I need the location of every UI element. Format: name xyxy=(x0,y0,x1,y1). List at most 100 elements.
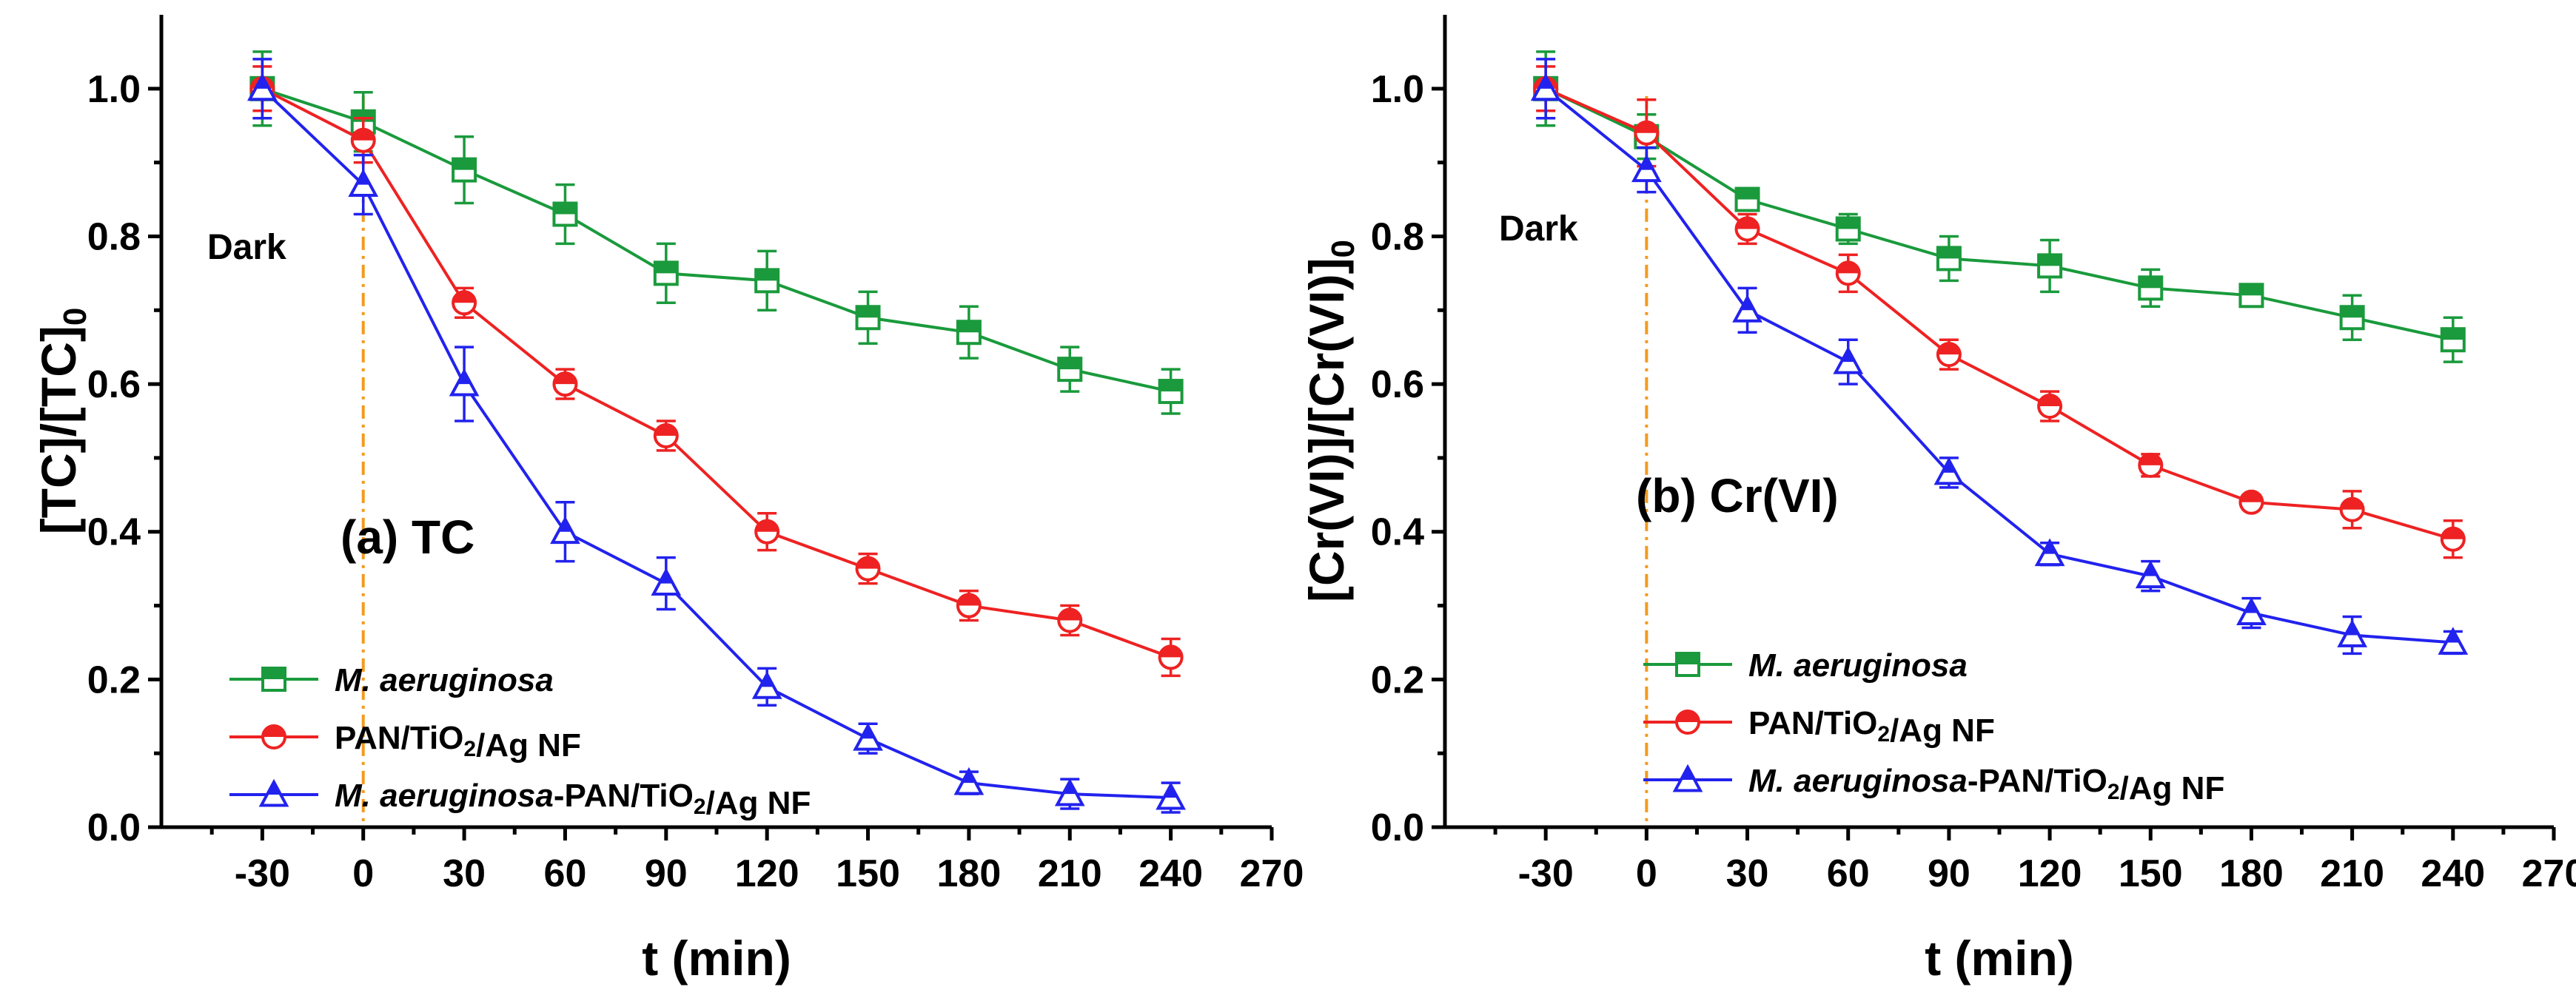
data-point-fill xyxy=(2441,528,2464,539)
dark-label: Dark xyxy=(1499,209,1578,249)
data-point-fill xyxy=(453,292,476,303)
data-point-fill xyxy=(1640,157,1653,170)
x-tick-label: 120 xyxy=(735,852,799,895)
legend-label: M. aeruginosa xyxy=(335,662,554,698)
data-point-fill xyxy=(2043,541,2056,554)
data-point-fill xyxy=(1059,358,1081,370)
legend-label-part: PAN/TiO xyxy=(1748,705,1877,741)
series-triangle xyxy=(247,58,1186,814)
data-point-fill xyxy=(957,321,980,333)
data-point-fill xyxy=(554,373,577,385)
data-point-fill xyxy=(2346,622,2359,636)
y-tick-label: 0.0 xyxy=(1371,806,1424,849)
data-point-fill xyxy=(1164,785,1178,798)
series-circle xyxy=(249,65,1184,678)
data-point-fill xyxy=(1635,121,1658,133)
legend-label-part: M. aeruginosa xyxy=(1748,647,1968,684)
legend-label-part: 2 xyxy=(2107,780,2120,804)
legend-label-part: PAN/TiO xyxy=(335,720,463,756)
data-point-fill xyxy=(2039,255,2062,266)
legend-marker-fill xyxy=(1677,711,1699,722)
data-point-fill xyxy=(1736,218,1759,229)
x-tick-label: 120 xyxy=(2018,852,2082,895)
series-square xyxy=(249,50,1184,415)
series-line xyxy=(261,87,1172,659)
x-tick-label: 270 xyxy=(1240,852,1304,895)
y-tick-label: 0.6 xyxy=(1371,363,1424,406)
data-point-fill xyxy=(2139,454,2162,465)
data-point-fill xyxy=(2240,491,2263,502)
data-point-fill xyxy=(1059,609,1081,621)
data-point-fill xyxy=(1159,380,1182,392)
data-point-fill xyxy=(957,594,980,606)
y-tick-label: 1.0 xyxy=(87,68,141,111)
data-point-fill xyxy=(1842,349,1855,363)
x-tick-label: -30 xyxy=(1518,852,1574,895)
data-point-fill xyxy=(756,269,779,281)
data-point-fill xyxy=(2144,563,2157,576)
data-point-fill xyxy=(654,424,677,436)
data-point-fill xyxy=(2039,395,2062,407)
data-point-fill xyxy=(1063,781,1076,795)
x-tick-label: 60 xyxy=(1827,852,1870,895)
data-point-fill xyxy=(2341,306,2364,318)
legend-label: M. aeruginosa-PAN/TiO2/Ag NF xyxy=(335,778,811,821)
y-tick-label: 0.4 xyxy=(87,511,141,554)
y-tick-label: 0.6 xyxy=(87,363,141,406)
x-tick-label: 60 xyxy=(544,852,587,895)
x-tick-label: 180 xyxy=(2219,852,2284,895)
legend-label-part: -PAN/TiO xyxy=(554,778,694,814)
legend-label-part: M. aeruginosa xyxy=(335,778,554,814)
x-tick-label: 150 xyxy=(836,852,900,895)
legend-label-part: /Ag NF xyxy=(2120,770,2225,806)
data-point-fill xyxy=(457,371,471,385)
data-point-fill xyxy=(1736,188,1759,200)
chart-panel-tc: 0.0 0.2 0.4 0.6 0.8 1.0 -30 0 30 60 90 120 150 180 210… xyxy=(31,15,1304,986)
legend-label: PAN/TiO2/Ag NF xyxy=(335,720,581,764)
data-point-fill xyxy=(1937,247,1960,259)
data-point-fill xyxy=(2139,277,2162,289)
x-tick-label: 180 xyxy=(937,852,1002,895)
legend-label-part: 2 xyxy=(694,795,706,819)
y-tick-label: 0.0 xyxy=(87,806,141,849)
panel-title: (a) TC xyxy=(341,511,474,564)
data-point-fill xyxy=(756,520,779,532)
data-point-fill xyxy=(558,519,571,532)
data-point-fill xyxy=(962,770,976,784)
data-point-fill xyxy=(654,262,677,274)
data-point-fill xyxy=(1159,646,1182,658)
data-point-fill xyxy=(856,306,879,318)
data-point-fill xyxy=(1539,75,1552,89)
x-axis-title: t (min) xyxy=(642,931,791,986)
y-tick-label: 0.2 xyxy=(87,658,141,701)
data-point-fill xyxy=(2446,630,2460,643)
data-point-fill xyxy=(1741,297,1754,311)
legend-label: PAN/TiO2/Ag NF xyxy=(1748,705,1995,749)
data-point-fill xyxy=(255,75,269,89)
y-axis-title: [Cr(VI)]/[Cr(VI)]0 xyxy=(1299,240,1361,602)
data-point-fill xyxy=(862,726,875,739)
legend-label-part: /Ag NF xyxy=(1890,712,1995,749)
y-tick-label: 0.4 xyxy=(1371,511,1424,554)
x-tick-label: 30 xyxy=(443,852,486,895)
data-point-fill xyxy=(1942,459,1956,473)
data-point-fill xyxy=(1837,218,1859,229)
y-tick-label: 0.2 xyxy=(1371,658,1424,701)
y-axis-title-subscript: 0 xyxy=(1325,240,1361,257)
legend-label-part: /Ag NF xyxy=(706,785,811,821)
series-triangle xyxy=(1530,58,2469,656)
legend-label-part: M. aeruginosa xyxy=(1748,763,1968,799)
y-tick-label: 0.8 xyxy=(87,215,141,258)
legend-label: M. aeruginosa-PAN/TiO2/Ag NF xyxy=(1748,763,2224,806)
chart-panel-crvi: 0.0 0.2 0.4 0.6 0.8 1.0 -30 0 30 60 90 120 150 180 210… xyxy=(1299,15,2576,986)
x-tick-label: 210 xyxy=(1038,852,1102,895)
x-tick-label: -30 xyxy=(235,852,290,895)
panel-title: (b) Cr(VI) xyxy=(1636,469,1839,522)
data-point-fill xyxy=(856,557,879,569)
legend-label-part: /Ag NF xyxy=(476,727,581,764)
legend-marker-fill xyxy=(1677,653,1699,664)
legend-marker-fill xyxy=(267,782,281,795)
data-point-fill xyxy=(554,203,577,215)
data-point-fill xyxy=(357,172,370,185)
